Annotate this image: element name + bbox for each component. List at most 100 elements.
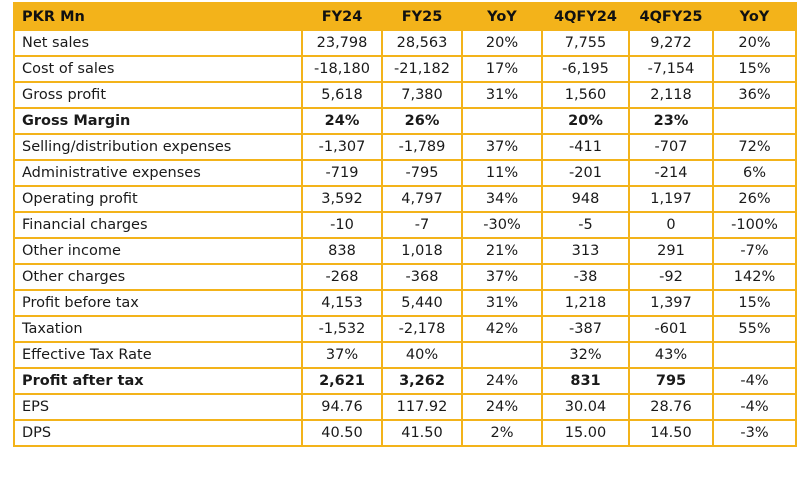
cell-4qfy24: 20%	[541, 107, 630, 135]
cell-4qfy25: 28.76	[628, 393, 714, 421]
cell-yoy-quarterly: 6%	[712, 159, 797, 187]
cell-fy24: -1,532	[301, 315, 383, 343]
cell-yoy-quarterly: -4%	[712, 393, 797, 421]
cell-4qfy24: -201	[541, 159, 630, 187]
row-label: EPS	[13, 393, 303, 421]
header-yoy-annual: YoY	[461, 2, 543, 31]
row-label: Operating profit	[13, 185, 303, 213]
cell-yoy-quarterly: -3%	[712, 419, 797, 447]
cell-4qfy24: 831	[541, 367, 630, 395]
cell-4qfy24: 32%	[541, 341, 630, 369]
cell-fy25: -2,178	[381, 315, 463, 343]
financial-summary-table: PKR Mn FY24 FY25 YoY 4QFY24 4QFY25 YoY N…	[13, 2, 797, 447]
cell-yoy-quarterly: 20%	[712, 29, 797, 57]
cell-4qfy24: 948	[541, 185, 630, 213]
cell-yoy-annual: 31%	[461, 289, 543, 317]
row-label: Profit after tax	[13, 367, 303, 395]
cell-fy24: -268	[301, 263, 383, 291]
row-label: Selling/distribution expenses	[13, 133, 303, 161]
cell-4qfy25: -707	[628, 133, 714, 161]
cell-yoy-annual: 24%	[461, 393, 543, 421]
cell-yoy-annual: 11%	[461, 159, 543, 187]
cell-fy25: 1,018	[381, 237, 463, 265]
row-label: Net sales	[13, 29, 303, 57]
table-row: Profit after tax 2,621 3,262 24% 831 795 -4%	[13, 367, 797, 395]
row-label: DPS	[13, 419, 303, 447]
cell-yoy-quarterly: -4%	[712, 367, 797, 395]
cell-yoy-annual: 17%	[461, 55, 543, 83]
table-row: Financial charges -10 -7 -30% -5 0 -100%	[13, 211, 797, 239]
cell-yoy-annual: 31%	[461, 81, 543, 109]
cell-yoy-quarterly	[712, 107, 797, 135]
cell-fy24: 4,153	[301, 289, 383, 317]
row-label: Cost of sales	[13, 55, 303, 83]
cell-4qfy25: 9,272	[628, 29, 714, 57]
table-row: Net sales 23,798 28,563 20% 7,755 9,272 20%	[13, 29, 797, 57]
cell-fy24: -10	[301, 211, 383, 239]
cell-yoy-quarterly: 72%	[712, 133, 797, 161]
table-row: Other charges -268 -368 37% -38 -92 142%	[13, 263, 797, 291]
header-unit: PKR Mn	[13, 2, 303, 31]
cell-4qfy25: -601	[628, 315, 714, 343]
cell-fy25: -21,182	[381, 55, 463, 83]
cell-yoy-annual: 2%	[461, 419, 543, 447]
cell-fy24: -18,180	[301, 55, 383, 83]
cell-fy25: -1,789	[381, 133, 463, 161]
cell-yoy-quarterly: -100%	[712, 211, 797, 239]
header-fy25: FY25	[381, 2, 463, 31]
cell-4qfy25: 43%	[628, 341, 714, 369]
header-4qfy25: 4QFY25	[628, 2, 714, 31]
cell-fy25: 5,440	[381, 289, 463, 317]
cell-fy24: -719	[301, 159, 383, 187]
cell-4qfy25: 0	[628, 211, 714, 239]
cell-fy25: 28,563	[381, 29, 463, 57]
header-yoy-quarterly: YoY	[712, 2, 797, 31]
cell-fy24: 37%	[301, 341, 383, 369]
cell-fy24: 24%	[301, 107, 383, 135]
cell-yoy-quarterly: 142%	[712, 263, 797, 291]
row-label: Gross Margin	[13, 107, 303, 135]
table-row: Selling/distribution expenses -1,307 -1,78…	[13, 133, 797, 161]
header-fy24: FY24	[301, 2, 383, 31]
cell-fy24: 2,621	[301, 367, 383, 395]
cell-fy25: -7	[381, 211, 463, 239]
cell-fy25: 41.50	[381, 419, 463, 447]
cell-yoy-annual: 34%	[461, 185, 543, 213]
table-row: Cost of sales -18,180 -21,182 17% -6,195 -7,1…	[13, 55, 797, 83]
cell-fy24: 94.76	[301, 393, 383, 421]
cell-yoy-quarterly: 15%	[712, 289, 797, 317]
cell-4qfy24: 313	[541, 237, 630, 265]
header-4qfy24: 4QFY24	[541, 2, 630, 31]
table-row: Other income 838 1,018 21% 313 291 -7%	[13, 237, 797, 265]
cell-fy25: 117.92	[381, 393, 463, 421]
cell-4qfy24: -411	[541, 133, 630, 161]
cell-yoy-annual	[461, 341, 543, 369]
row-label: Gross profit	[13, 81, 303, 109]
cell-4qfy24: 1,218	[541, 289, 630, 317]
cell-4qfy25: 1,197	[628, 185, 714, 213]
table-row: Gross profit 5,618 7,380 31% 1,560 2,118 36%	[13, 81, 797, 109]
cell-4qfy24: -387	[541, 315, 630, 343]
cell-4qfy25: 795	[628, 367, 714, 395]
cell-yoy-quarterly: 15%	[712, 55, 797, 83]
cell-fy24: 40.50	[301, 419, 383, 447]
table-body: Net sales 23,798 28,563 20% 7,755 9,272 20% Cos…	[13, 29, 797, 447]
cell-4qfy24: 1,560	[541, 81, 630, 109]
row-label: Administrative expenses	[13, 159, 303, 187]
cell-4qfy25: -92	[628, 263, 714, 291]
row-label: Effective Tax Rate	[13, 341, 303, 369]
row-label: Taxation	[13, 315, 303, 343]
row-label: Other income	[13, 237, 303, 265]
cell-yoy-annual: 37%	[461, 133, 543, 161]
row-label: Financial charges	[13, 211, 303, 239]
cell-4qfy25: -7,154	[628, 55, 714, 83]
table-row: Operating profit 3,592 4,797 34% 948 1,197 26%	[13, 185, 797, 213]
cell-fy25: 40%	[381, 341, 463, 369]
row-label: Profit before tax	[13, 289, 303, 317]
cell-yoy-quarterly	[712, 341, 797, 369]
cell-fy25: 4,797	[381, 185, 463, 213]
cell-4qfy24: 7,755	[541, 29, 630, 57]
cell-yoy-annual: -30%	[461, 211, 543, 239]
cell-4qfy25: 23%	[628, 107, 714, 135]
table-row: Taxation -1,532 -2,178 42% -387 -601 55%	[13, 315, 797, 343]
